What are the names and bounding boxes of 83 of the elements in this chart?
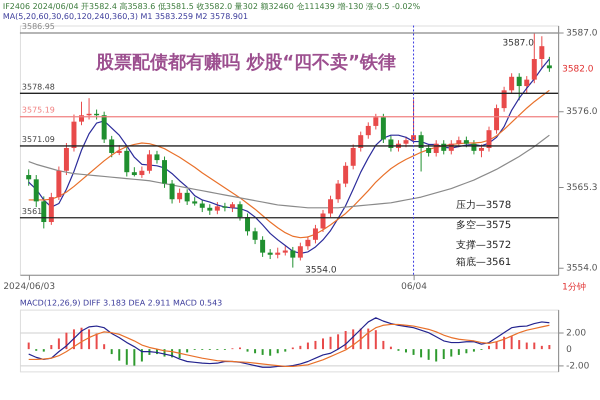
candlestick	[404, 136, 408, 148]
candlestick	[109, 135, 114, 158]
candlestick	[380, 113, 386, 144]
text: 1分钟	[562, 282, 586, 293]
text: MACD(12,26,9) DIFF 3.183 DEA 2.911 MACD 0.543	[20, 298, 222, 308]
candlestick	[282, 246, 288, 256]
candlestick	[64, 142, 69, 176]
candlestick	[245, 212, 250, 236]
candlestick	[494, 104, 500, 134]
annotation: 3554.0	[305, 266, 337, 276]
y-tick-label: 2.00	[566, 328, 586, 339]
candlestick	[268, 248, 273, 260]
candlestick	[124, 146, 130, 177]
candlestick	[426, 144, 432, 158]
text: 股票配债都有赚吗 炒股“四不卖”铁律	[95, 52, 396, 73]
candlestick	[260, 236, 266, 258]
candlestick	[41, 196, 46, 229]
annotation: 多空—3575	[456, 218, 512, 231]
ref-line-label: 3586.95	[22, 22, 55, 32]
candlestick	[34, 174, 39, 208]
candlestick	[464, 136, 469, 148]
candlestick	[200, 199, 205, 213]
y-tick-label: -2.00	[566, 362, 590, 372]
ref-line-label: 3571.09	[22, 134, 55, 144]
candlestick	[154, 150, 160, 164]
candlestick	[441, 140, 446, 155]
ref-line-label: 3561	[22, 206, 42, 216]
annotation: 支撑—3572	[456, 238, 512, 251]
candlestick	[146, 150, 152, 174]
y-tick-label: 3587.0	[566, 28, 598, 39]
text: IF2406 2024/06/04 开3582.4 高3583.6 低3581.5 收3582.0 量302 额32460 仓111439 增-130 涨-0.5 -0.02%	[2, 2, 421, 12]
candlestick	[486, 126, 492, 152]
candlestick	[139, 166, 144, 178]
candlestick	[230, 202, 235, 213]
candlestick	[456, 136, 462, 148]
candlestick	[237, 200, 242, 222]
candlestick	[478, 144, 484, 158]
candlestick	[418, 131, 424, 172]
annotation: 压力—3578	[456, 198, 512, 211]
candlestick	[26, 168, 32, 186]
candlestick	[312, 224, 318, 244]
annotation: 箱底—3561	[456, 256, 512, 268]
candlestick	[170, 180, 175, 204]
y-tick-label: 3554.0	[566, 264, 598, 274]
candlestick	[524, 76, 530, 94]
candlestick	[214, 202, 220, 215]
ref-line-label: 3578.48	[22, 82, 55, 92]
candlestick	[305, 236, 310, 250]
candlestick	[539, 36, 544, 69]
text: MA(5,20,60,30,60,120,240,360,3) M1 3583.259 M2 3578.901	[2, 12, 248, 22]
y-tick-label: 0	[566, 345, 572, 356]
candlestick	[336, 180, 341, 204]
y-tick-label: 3576.0	[566, 106, 598, 117]
candlestick	[434, 140, 439, 158]
candlestick	[411, 99, 416, 144]
annotation: 3587.0	[502, 38, 534, 48]
candlestick	[132, 166, 137, 177]
candlestick	[448, 140, 454, 155]
candlestick	[177, 188, 182, 204]
candlestick	[471, 140, 476, 155]
candlestick	[502, 86, 507, 112]
candlestick	[509, 72, 514, 94]
candlestick	[358, 131, 364, 152]
text: 3582.0	[562, 64, 594, 74]
candlestick	[320, 209, 326, 232]
candlestick	[366, 122, 371, 140]
x-tick-label: 2024/06/03	[3, 282, 56, 292]
candlestick	[532, 32, 537, 84]
x-tick-label: 06/04	[401, 282, 428, 292]
candlestick	[373, 113, 378, 130]
candlestick	[162, 156, 168, 188]
candlestick	[298, 242, 303, 261]
candlestick	[328, 195, 334, 218]
y-tick-label: 3565.3	[566, 183, 598, 194]
candlestick	[546, 56, 552, 72]
candlestick	[252, 227, 258, 245]
candlestick	[290, 246, 296, 268]
candlestick	[516, 72, 522, 101]
ref-line-label: 3575.19	[22, 106, 55, 115]
candlestick	[343, 162, 348, 188]
candlestick	[350, 144, 356, 170]
candlestick	[275, 247, 280, 259]
candlestick	[184, 188, 190, 206]
